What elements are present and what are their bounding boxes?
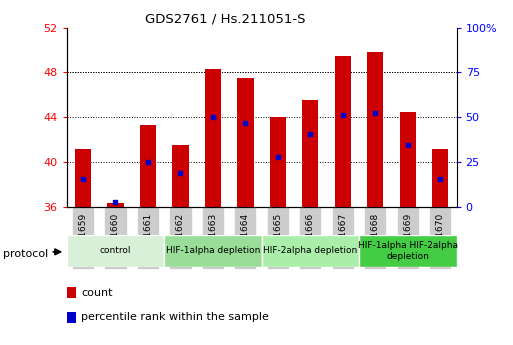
Bar [75, 149, 91, 207]
Bar [262, 235, 359, 267]
Bar [67, 235, 164, 267]
Bar [367, 52, 383, 207]
Text: HIF-1alpha HIF-2alpha
depletion: HIF-1alpha HIF-2alpha depletion [358, 241, 458, 261]
Bar [205, 69, 221, 207]
Bar [237, 78, 253, 207]
Text: HIF-1alpha depletion: HIF-1alpha depletion [166, 246, 260, 256]
Bar [432, 149, 448, 207]
Bar [302, 100, 319, 207]
Bar [172, 145, 188, 207]
Bar [107, 203, 124, 207]
Bar [334, 56, 351, 207]
Bar [270, 117, 286, 207]
Text: protocol: protocol [3, 249, 48, 258]
Bar [359, 235, 457, 267]
Text: GDS2761 / Hs.211051-S: GDS2761 / Hs.211051-S [146, 12, 306, 25]
Bar [400, 112, 416, 207]
Text: count: count [81, 288, 112, 298]
Bar [164, 235, 262, 267]
Bar [140, 125, 156, 207]
Text: control: control [100, 246, 131, 256]
Text: percentile rank within the sample: percentile rank within the sample [81, 312, 269, 322]
Text: HIF-2alpha depletion: HIF-2alpha depletion [263, 246, 358, 256]
